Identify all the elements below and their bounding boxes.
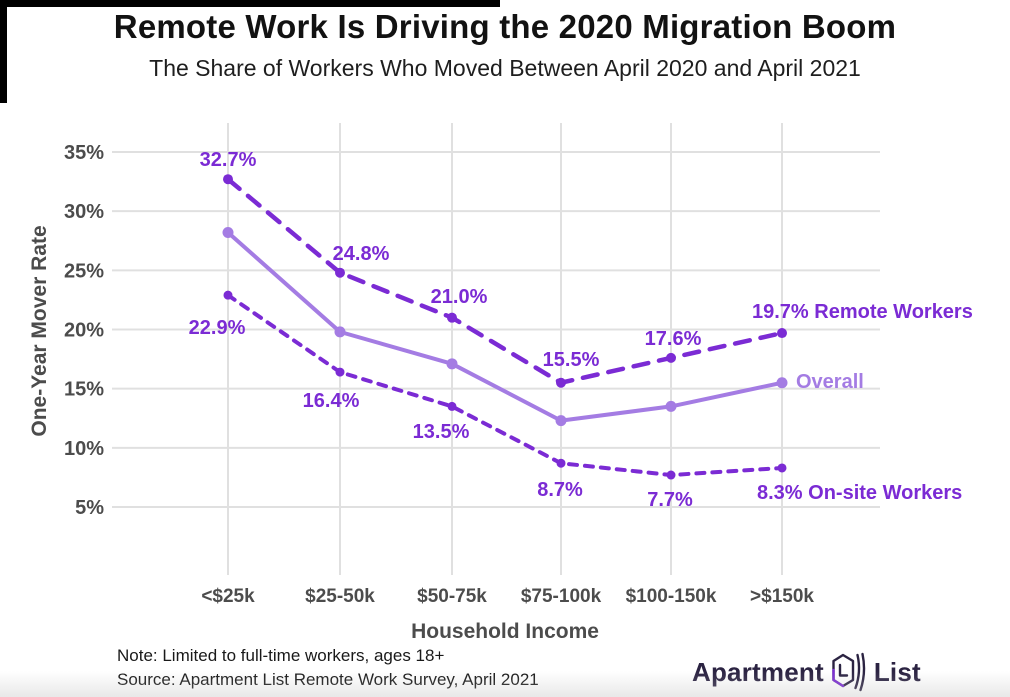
value-label: 32.7%	[200, 149, 257, 171]
y-tick-label: 20%	[64, 320, 104, 342]
value-label: 7.7%	[647, 489, 693, 511]
data-point	[447, 401, 457, 411]
y-axis-tick-labels: 35% 30% 25% 20% 15% 10% 5%	[64, 142, 104, 519]
data-point	[335, 367, 345, 377]
data-point	[556, 377, 566, 388]
x-tick-label: $100-150k	[626, 586, 717, 607]
x-tick-label: <$25k	[201, 586, 255, 607]
y-tick-label: 5%	[75, 497, 104, 519]
value-label: 22.9%	[189, 317, 246, 339]
value-label: 16.4%	[303, 390, 360, 412]
value-label: 24.8%	[333, 243, 390, 265]
source-line: Source: Apartment List Remote Work Surve…	[117, 670, 539, 689]
y-tick-label: 35%	[64, 142, 104, 164]
series-line	[226, 293, 784, 478]
series-line	[226, 230, 784, 423]
series-on-site-workers: 22.9% 16.4% 13.5% 8.7% 7.7% 8.3% On-site Work…	[189, 290, 962, 511]
y-tick-label: 10%	[64, 438, 104, 460]
x-tick-label: $75-100k	[521, 586, 602, 607]
data-point	[223, 290, 233, 300]
x-tick-label: $25-50k	[305, 586, 375, 607]
series-remote-workers: 32.7% 24.8% 21.0% 15.5% 17.6% 19.7% Remote Wo…	[200, 149, 973, 388]
data-point	[666, 352, 676, 363]
x-axis-tick-labels: <$25k $25-50k $50-75k $75-100k $100-150k >$15…	[201, 586, 814, 607]
data-point	[777, 463, 787, 473]
apartment-list-logo: Apartment List	[692, 652, 921, 692]
logo-text-list: List	[873, 656, 921, 687]
value-label: 19.7% Remote Workers	[752, 301, 973, 323]
value-label: 21.0%	[431, 286, 488, 308]
value-label: 8.7%	[537, 479, 583, 501]
data-point	[555, 415, 567, 427]
video-frame-artifact-left	[0, 0, 7, 103]
series-line	[225, 176, 785, 385]
x-tick-label: $50-75k	[417, 586, 487, 607]
x-axis-title: Household Income	[411, 620, 599, 643]
y-axis-title: One-Year Mover Rate	[28, 225, 51, 437]
data-point	[335, 267, 345, 278]
video-frame-artifact-top	[0, 0, 500, 7]
page-subtitle: The Share of Workers Who Moved Between A…	[149, 55, 861, 81]
value-label: 17.6%	[645, 328, 702, 350]
value-label: 13.5%	[413, 421, 470, 443]
data-point	[447, 312, 457, 323]
y-tick-label: 15%	[64, 379, 104, 401]
y-tick-label: 25%	[64, 260, 104, 282]
value-label: 15.5%	[543, 349, 600, 371]
data-point	[665, 400, 677, 412]
data-point	[223, 174, 233, 185]
apartment-list-house-icon	[832, 652, 866, 692]
value-label: 8.3% On-site Workers	[757, 482, 962, 504]
y-tick-label: 30%	[64, 201, 104, 223]
logo-text-apartment: Apartment	[692, 656, 824, 687]
data-point	[446, 358, 458, 370]
data-point	[334, 326, 346, 338]
series-end-label: Overall	[796, 371, 864, 393]
x-tick-label: >$150k	[750, 586, 814, 607]
grid-lines	[112, 123, 880, 575]
data-point	[666, 470, 676, 480]
data-point	[777, 328, 787, 339]
page-title: Remote Work Is Driving the 2020 Migratio…	[113, 8, 897, 45]
series-overall: Overall	[222, 226, 864, 427]
data-point	[556, 458, 566, 468]
data-point	[222, 226, 234, 238]
data-point	[776, 377, 788, 389]
note-line: Note: Limited to full-time workers, ages…	[117, 646, 445, 665]
